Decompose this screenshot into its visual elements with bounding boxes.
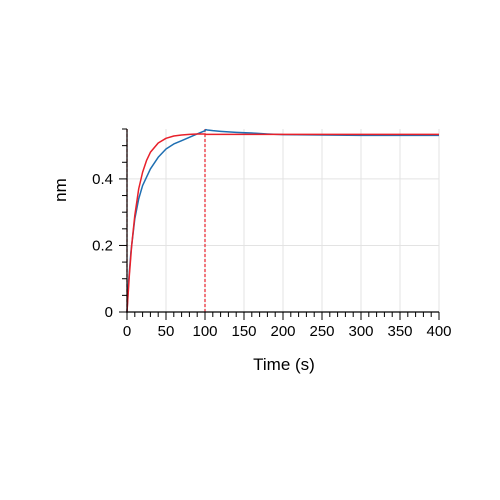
- x-axis-ticks: 0 50 100 150 200 250 300 350 400: [123, 312, 452, 340]
- x-tick-label: 0: [123, 323, 131, 340]
- x-tick-label: 50: [158, 323, 175, 340]
- grid-lines: [127, 129, 440, 312]
- x-axis-title: Time (s): [253, 355, 315, 374]
- series-line-2: [126, 133, 439, 313]
- y-axis-ticks: 0 0.2 0.4: [92, 128, 127, 321]
- x-tick-label: 200: [270, 323, 295, 340]
- x-tick-label: 350: [387, 323, 412, 340]
- x-tick-label: 300: [348, 323, 373, 340]
- data-series: [126, 128, 439, 313]
- y-tick-label: 0.4: [92, 171, 113, 188]
- y-tick-label: 0: [105, 304, 113, 321]
- y-axis-title: nm: [51, 178, 70, 202]
- x-tick-label: 400: [426, 323, 451, 340]
- y-tick-label: 0.2: [92, 237, 113, 254]
- x-tick-label: 150: [231, 323, 256, 340]
- x-tick-label: 250: [309, 323, 334, 340]
- x-tick-label: 100: [192, 323, 217, 340]
